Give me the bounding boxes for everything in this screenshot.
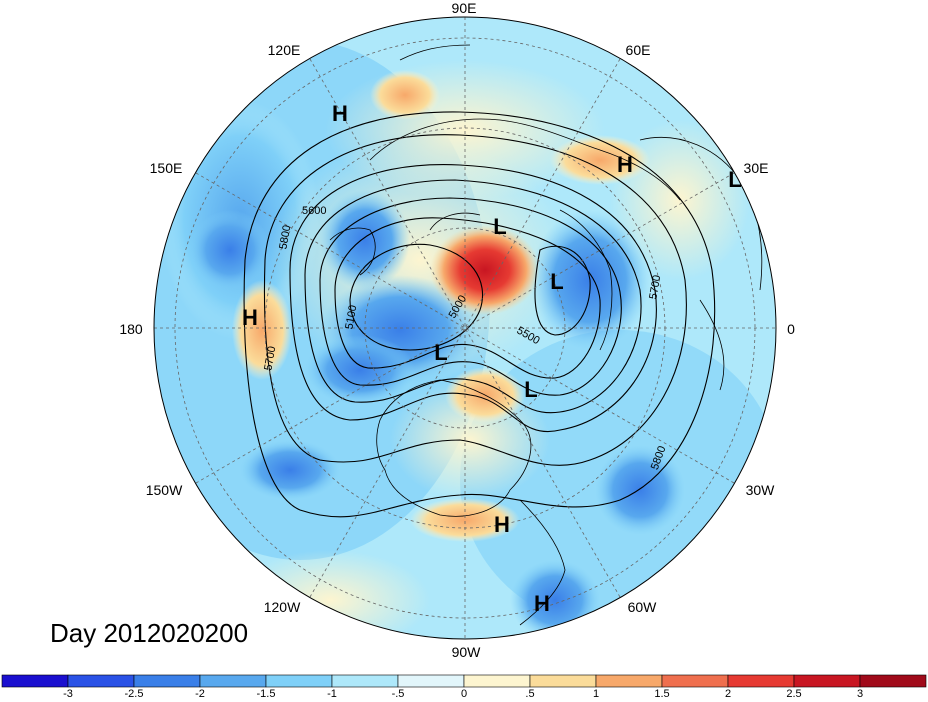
longitude-label: 90E xyxy=(451,0,477,16)
day-label: Day 2012020200 xyxy=(50,618,249,648)
pressure-center-high: H xyxy=(332,101,348,126)
longitude-label: 120E xyxy=(267,42,301,58)
colorbar-swatch xyxy=(133,674,201,688)
longitude-label: 60E xyxy=(625,42,651,58)
map-boundary xyxy=(153,16,777,640)
pressure-center-high: H xyxy=(534,591,550,616)
pressure-center-high: H xyxy=(242,305,258,330)
colorbar-swatch xyxy=(1,674,69,688)
colorbar-swatch xyxy=(199,674,267,688)
colorbar-tick-label: 2 xyxy=(724,688,732,700)
colorbar-swatch xyxy=(67,674,135,688)
contour-label: 5600 xyxy=(302,205,326,217)
contour-label: 5800 xyxy=(277,224,293,250)
colorbar-tick-label: -1.5 xyxy=(256,688,276,700)
height-contours xyxy=(243,111,716,518)
colorbar-swatch xyxy=(265,674,333,688)
colorbar-tick-label: .5 xyxy=(525,688,535,700)
anomaly-field xyxy=(154,17,776,639)
colorbar-swatch xyxy=(661,674,729,688)
colorbar-tick-label: 1 xyxy=(592,688,600,700)
pressure-center-high: H xyxy=(494,512,510,537)
contour-label: 5700 xyxy=(647,274,663,300)
colorbar-swatch xyxy=(331,674,399,688)
graticule xyxy=(154,17,776,639)
colorbar xyxy=(1,674,927,688)
pressure-center-low: L xyxy=(434,340,448,365)
colorbar-tick-label: -2 xyxy=(195,688,205,700)
pressure-center-low: L xyxy=(728,167,742,192)
longitude-label: 60W xyxy=(627,599,657,615)
colorbar-swatch xyxy=(595,674,663,688)
colorbar-tick-label: 3 xyxy=(856,688,864,700)
contour-label: 5700 xyxy=(262,345,278,371)
longitude-label: 180 xyxy=(119,321,143,337)
colorbar-tick-label: 0 xyxy=(460,688,468,700)
colorbar-swatch xyxy=(859,674,927,688)
longitude-label: 90W xyxy=(451,644,481,660)
colorbar-tick-label: -2.5 xyxy=(124,688,144,700)
longitude-label: 0 xyxy=(787,321,795,337)
colorbar-tick-label: -3 xyxy=(63,688,73,700)
colorbar-tick-label: -1 xyxy=(327,688,337,700)
longitude-label: 150E xyxy=(149,160,183,176)
longitude-label: 150W xyxy=(145,482,183,498)
colorbar-swatch xyxy=(727,674,795,688)
longitude-label: 30W xyxy=(745,482,775,498)
pressure-center-low: L xyxy=(493,214,507,239)
pressure-center-low: L xyxy=(524,377,538,402)
pressure-center-low: L xyxy=(550,269,564,294)
longitude-label: 120W xyxy=(263,599,301,615)
colorbar-tick-label: 1.5 xyxy=(654,688,670,700)
colorbar-swatch xyxy=(529,674,597,688)
colorbar-swatch xyxy=(397,674,465,688)
longitude-label: 30E xyxy=(743,160,769,176)
pressure-center-high: H xyxy=(617,152,633,177)
colorbar-tick-label: -.5 xyxy=(391,688,405,700)
colorbar-tick-label: 2.5 xyxy=(786,688,802,700)
colorbar-swatch xyxy=(463,674,531,688)
contour-label: 5100 xyxy=(343,304,359,330)
colorbar-swatch xyxy=(793,674,861,688)
